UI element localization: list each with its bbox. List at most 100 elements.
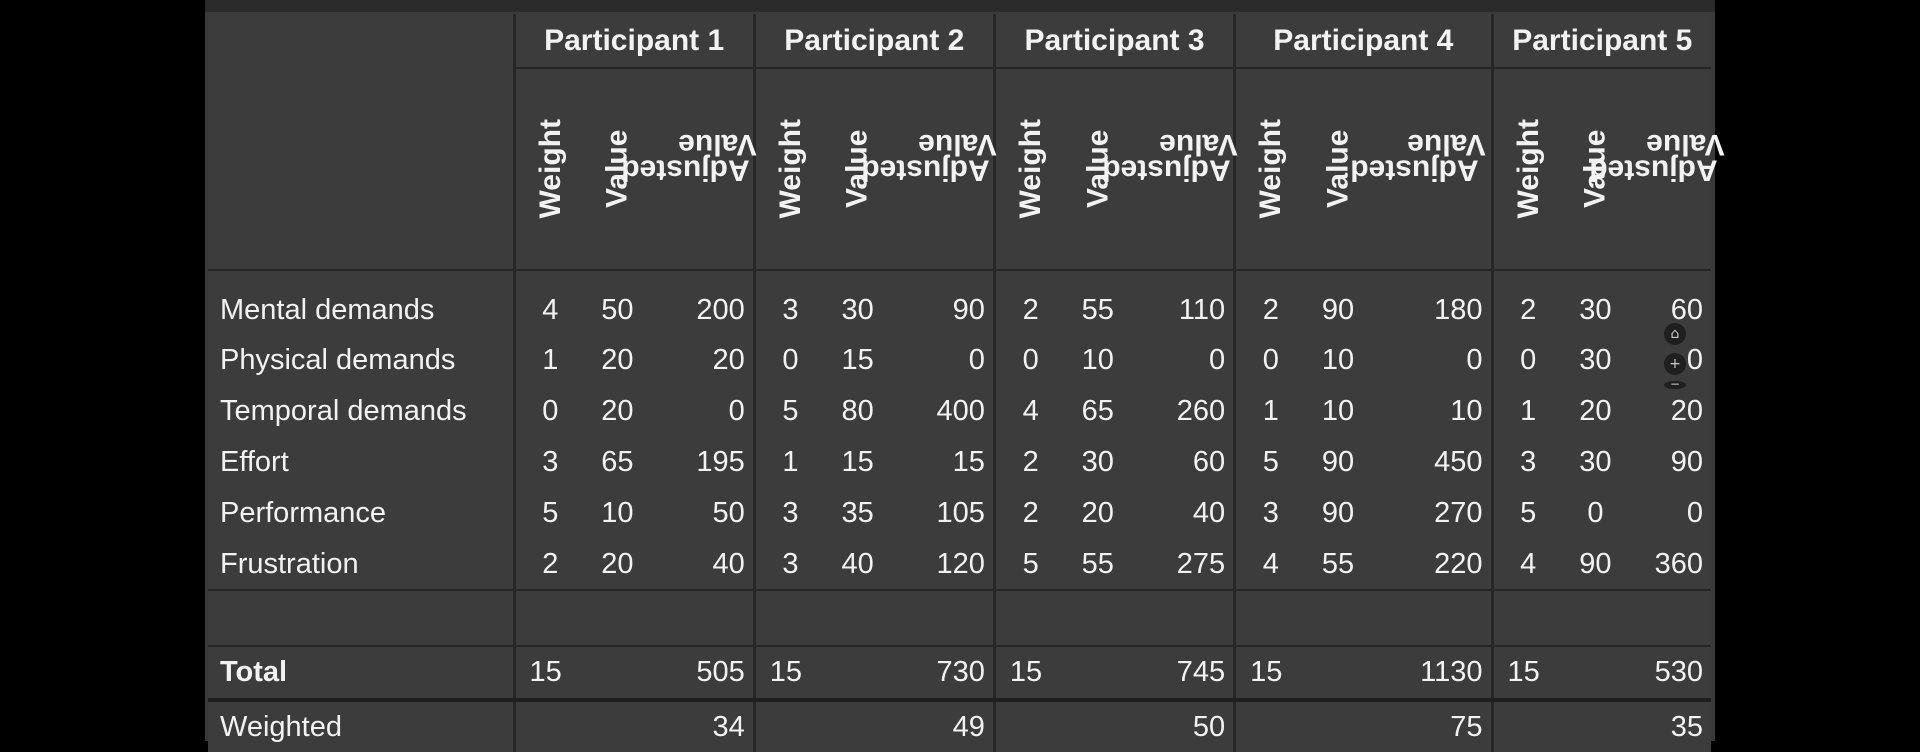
participant-header: Participant 1 xyxy=(512,14,755,69)
adjusted-value-cell: 0 xyxy=(649,386,755,437)
participant-header: Participant 5 xyxy=(1490,14,1711,69)
weight-header-cell: Weight xyxy=(752,68,826,271)
value-cell: 30 xyxy=(1562,270,1628,335)
adjusted-value-cell: 180 xyxy=(1370,270,1493,335)
adjusted-value-cell: 450 xyxy=(1370,437,1493,488)
nasa-tlx-table: Participant 1 Participant 2 Participant … xyxy=(208,14,1725,752)
adjusted-value-header-cell: Adjusted Value xyxy=(1589,68,1725,271)
home-icon[interactable]: ⌂ xyxy=(1664,323,1686,345)
value-cell: 65 xyxy=(584,437,650,488)
adjusted-value-cell: 50 xyxy=(649,488,755,539)
total-weight-cell: 15 xyxy=(752,646,826,700)
weight-cell: 1 xyxy=(512,335,585,386)
value-header-cell: Value xyxy=(1065,68,1131,271)
participant-header: Participant 3 xyxy=(992,14,1235,69)
adjusted-value-header: Adjusted Value xyxy=(1589,127,1725,186)
adjusted-value-header-cell: Adjusted Value xyxy=(621,68,757,271)
weight-cell: 1 xyxy=(752,437,826,488)
value-cell: 20 xyxy=(584,335,650,386)
weight-header: Weight xyxy=(533,119,567,219)
value-cell: 30 xyxy=(1562,335,1628,386)
adjusted-value-cell: 0 xyxy=(1370,335,1493,386)
adjusted-value-cell: 270 xyxy=(1370,488,1493,539)
weight-header: Weight xyxy=(1511,119,1545,219)
value-cell: 35 xyxy=(825,488,891,539)
empty-cell xyxy=(992,589,1235,647)
adjusted-value-cell: 195 xyxy=(649,437,755,488)
weight-cell: 4 xyxy=(1490,539,1563,590)
weight-header: Weight xyxy=(1254,119,1288,219)
value-cell: 10 xyxy=(1065,335,1131,386)
table-row: Performance 5 10 50 3 35 105 2 20 40 3 90 270 5 0 0 xyxy=(208,488,1711,539)
value-cell: 30 xyxy=(825,270,891,335)
value-cell: 10 xyxy=(1305,335,1371,386)
participant-header-row: Participant 1 Participant 2 Participant … xyxy=(208,14,1711,271)
empty-cell xyxy=(1305,646,1371,700)
total-adjusted-cell: 1130 xyxy=(1370,646,1493,700)
adjusted-value-cell: 10 xyxy=(1370,386,1493,437)
weight-cell: 0 xyxy=(992,335,1066,386)
value-header: Value xyxy=(1321,129,1355,209)
adjusted-value-cell: 120 xyxy=(890,539,995,590)
value-header-cell: Value xyxy=(825,68,891,271)
value-cell: 80 xyxy=(825,386,891,437)
value-cell: 30 xyxy=(1065,437,1131,488)
value-cell: 10 xyxy=(1305,386,1371,437)
total-row: Total 15 505 15 730 15 745 15 1130 15 530 xyxy=(208,646,1711,700)
weighted-score-cell: 34 xyxy=(512,698,755,752)
spacer-row xyxy=(208,589,1711,647)
weight-cell: 3 xyxy=(512,437,585,488)
value-cell: 20 xyxy=(1562,386,1628,437)
adjusted-value-cell: 0 xyxy=(1130,335,1235,386)
table-row: Effort 3 65 195 1 15 15 2 30 60 5 90 450 3 30 90 xyxy=(208,437,1711,488)
value-cell: 0 xyxy=(1562,488,1628,539)
empty-cell xyxy=(1562,646,1628,700)
weight-cell: 1 xyxy=(1233,386,1306,437)
weight-cell: 3 xyxy=(1490,437,1563,488)
value-cell: 55 xyxy=(1065,270,1131,335)
weight-header-cell: Weight xyxy=(1490,68,1563,271)
weight-cell: 4 xyxy=(1233,539,1306,590)
value-cell: 20 xyxy=(584,386,650,437)
weighted-score-cell: 35 xyxy=(1490,698,1711,752)
adjusted-value-cell: 110 xyxy=(1130,270,1235,335)
top-strip xyxy=(205,0,1715,12)
adjusted-value-cell: 0 xyxy=(890,335,995,386)
adjusted-value-cell: 90 xyxy=(890,270,995,335)
value-cell: 50 xyxy=(584,270,650,335)
weight-cell: 4 xyxy=(992,386,1066,437)
weight-cell: 2 xyxy=(1490,270,1563,335)
total-weight-cell: 15 xyxy=(1233,646,1306,700)
weighted-label: Weighted xyxy=(208,698,515,752)
table-row: Mental demands 4 50 200 3 30 90 2 55 110 2 90 180 2 30… xyxy=(208,270,1711,335)
total-adjusted-cell: 505 xyxy=(649,646,755,700)
weight-cell: 5 xyxy=(512,488,585,539)
table-row: Frustration 2 20 40 3 40 120 5 55 275 4 55 220 4 90 360 xyxy=(208,539,1711,590)
weight-header-cell: Weight xyxy=(1233,68,1306,271)
participant-header: Participant 2 xyxy=(752,14,995,69)
adjusted-value-header-cell: Adjusted Value xyxy=(862,68,996,271)
weight-cell: 5 xyxy=(1490,488,1563,539)
weighted-score-cell: 49 xyxy=(752,698,995,752)
weighted-score-cell: 50 xyxy=(992,698,1235,752)
total-weight-cell: 15 xyxy=(992,646,1066,700)
value-cell: 55 xyxy=(1305,539,1371,590)
value-header-cell: Value xyxy=(584,68,650,271)
value-header-cell: Value xyxy=(1562,68,1628,271)
weighted-score-cell: 75 xyxy=(1233,698,1493,752)
adjusted-value-cell: 220 xyxy=(1370,539,1493,590)
weight-cell: 3 xyxy=(752,270,826,335)
zoom-out-icon[interactable]: − xyxy=(1664,378,1686,390)
weighted-row: Weighted 34 49 50 75 35 xyxy=(208,698,1711,752)
weight-cell: 2 xyxy=(992,488,1066,539)
adjusted-value-header: Adjusted Value xyxy=(621,127,757,186)
adjusted-value-cell: 60 xyxy=(1130,437,1235,488)
value-cell: 90 xyxy=(1562,539,1628,590)
zoom-in-icon[interactable]: + xyxy=(1664,353,1686,375)
weight-cell: 2 xyxy=(992,270,1066,335)
value-header-cell: Value xyxy=(1305,68,1371,271)
row-label: Temporal demands xyxy=(208,386,515,437)
adjusted-value-cell: 400 xyxy=(890,386,995,437)
value-cell: 90 xyxy=(1305,488,1371,539)
weight-header: Weight xyxy=(773,119,807,219)
